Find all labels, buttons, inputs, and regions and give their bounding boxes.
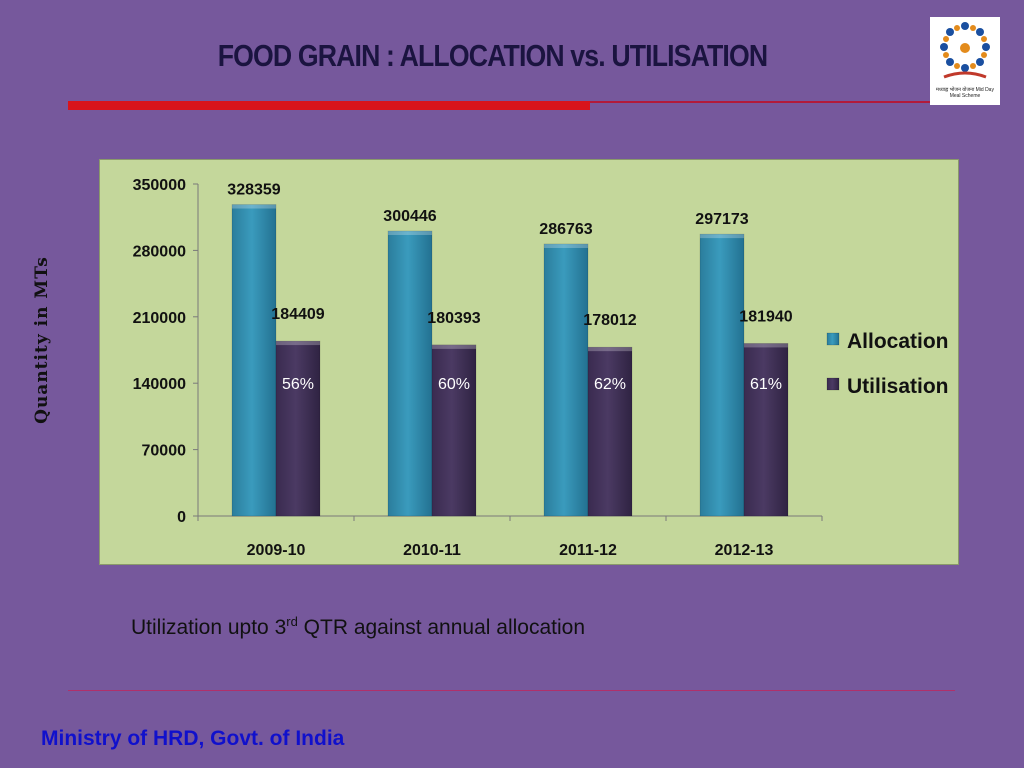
allocation-bar-top xyxy=(700,234,744,239)
utilisation-percent-label: 61% xyxy=(750,376,782,393)
allocation-value-label: 328359 xyxy=(227,182,280,199)
chart-area: 0 70000 140000 210000 280000 350000 2009-10 328… xyxy=(99,159,959,565)
y-tick-label: 280000 xyxy=(133,243,186,260)
utilisation-percent-label: 62% xyxy=(594,376,626,393)
utilisation-value-label: 181940 xyxy=(739,308,792,325)
y-tick-label: 70000 xyxy=(142,443,187,460)
utilisation-value-label: 178012 xyxy=(583,312,636,329)
utilization-note: Utilization upto 3rd QTR against annual … xyxy=(131,614,585,640)
x-tick-label: 2009-10 xyxy=(247,542,306,559)
allocation-value-label: 300446 xyxy=(383,208,436,225)
utilisation-bar-top xyxy=(276,341,320,346)
slide-title: FOOD GRAIN : ALLOCATION vs. UTILISATION xyxy=(217,38,768,73)
utilisation-value-label: 184409 xyxy=(271,306,324,323)
note-superscript: rd xyxy=(286,614,298,629)
footer-rule xyxy=(68,690,955,691)
utilisation-bar xyxy=(431,344,477,517)
utilisation-bar xyxy=(743,343,789,517)
utilisation-bar-top xyxy=(432,344,476,349)
utilisation-bar-top xyxy=(744,343,788,348)
footer-text: Ministry of HRD, Govt. of India xyxy=(41,727,345,750)
allocation-bar-top xyxy=(544,243,588,248)
y-tick-label: 0 xyxy=(177,509,186,526)
y-tick-label: 350000 xyxy=(133,177,186,194)
allocation-bar xyxy=(699,233,745,517)
allocation-bar xyxy=(543,243,589,517)
logo-caption: मध्याह्न भोजन योजना Mid Day Meal Scheme xyxy=(936,87,994,99)
y-tick-label: 210000 xyxy=(133,310,186,327)
allocation-bar-top xyxy=(232,204,276,209)
utilisation-bar xyxy=(587,346,633,517)
allocation-bar-top xyxy=(388,231,432,236)
legend-swatch-utilisation xyxy=(826,377,840,391)
utilisation-percent-label: 56% xyxy=(282,376,314,393)
y-axis-label: Quantity in MTs xyxy=(32,256,52,424)
title-rule xyxy=(590,101,930,103)
x-tick-label: 2010-11 xyxy=(403,542,461,559)
utilisation-percent-label: 60% xyxy=(438,376,470,393)
allocation-bar xyxy=(231,204,277,517)
utilisation-bar xyxy=(275,340,321,517)
y-tick-label: 140000 xyxy=(133,376,186,393)
allocation-value-label: 297173 xyxy=(695,211,748,228)
logo-emblem-icon xyxy=(940,22,990,79)
bar-chart: 0 70000 140000 210000 280000 350000 2009-10 328… xyxy=(133,177,949,559)
utilisation-value-label: 180393 xyxy=(427,310,480,327)
x-tick-label: 2012-13 xyxy=(715,542,774,559)
note-suffix: QTR against annual allocation xyxy=(297,616,585,639)
legend-swatch-allocation xyxy=(826,332,840,346)
mid-day-meal-logo: मध्याह्न भोजन योजना Mid Day Meal Scheme xyxy=(930,17,1000,105)
note-prefix: Utilization upto 3 xyxy=(131,616,287,639)
x-tick-label: 2011-12 xyxy=(559,542,617,559)
legend-label-allocation: Allocation xyxy=(847,330,949,353)
title-accent-bar xyxy=(68,101,590,110)
utilisation-bar-top xyxy=(588,347,632,352)
allocation-value-label: 286763 xyxy=(539,221,592,238)
allocation-bar xyxy=(387,230,433,517)
legend-label-utilisation: Utilisation xyxy=(847,375,949,398)
